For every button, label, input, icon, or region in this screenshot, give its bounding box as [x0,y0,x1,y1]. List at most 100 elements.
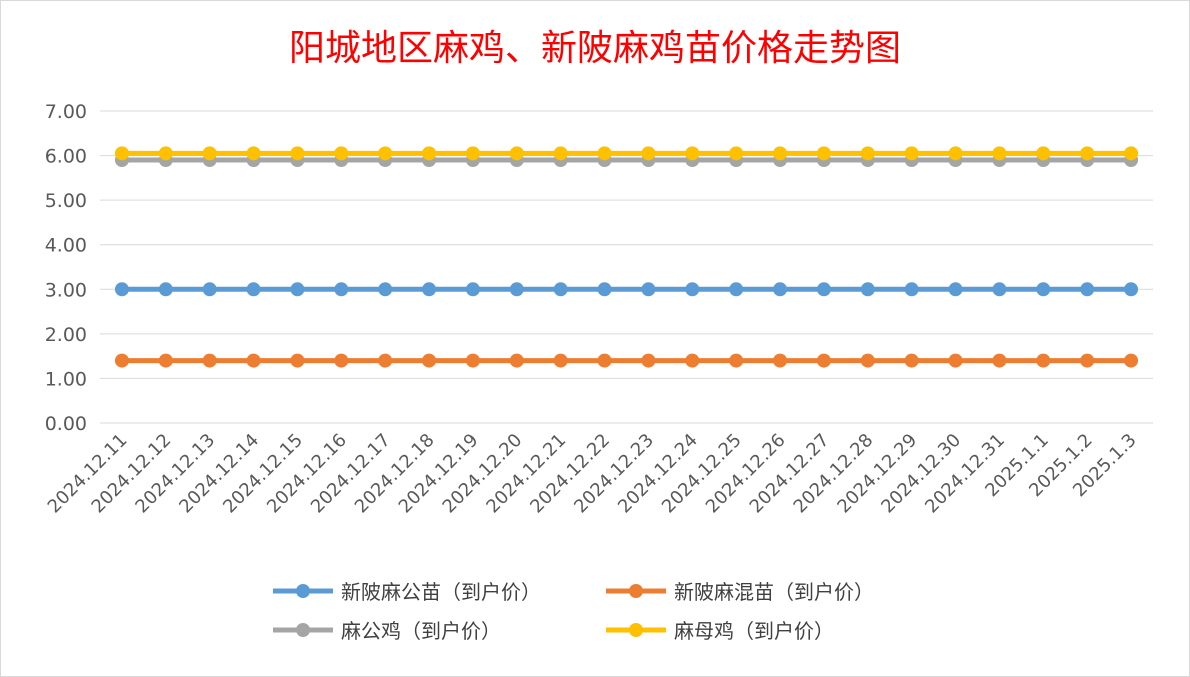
data-point [1080,146,1095,161]
data-point [422,146,437,161]
data-point [816,353,831,368]
data-point [202,353,217,368]
data-point [334,146,349,161]
legend-swatch-marker [296,584,310,598]
data-point [378,282,393,297]
data-point [685,282,700,297]
data-point [158,353,173,368]
data-point [553,282,568,297]
legend-item: 新陂麻混苗（到户价） [606,580,874,604]
data-point [904,146,919,161]
data-point [378,146,393,161]
legend-label: 新陂麻公苗（到户价） [341,580,541,604]
data-point [114,353,129,368]
chart-title: 阳城地区麻鸡、新陂麻鸡苗价格走势图 [289,28,901,69]
y-tick-label: 6.00 [45,146,87,168]
data-point [1080,353,1095,368]
series-0 [114,282,1139,297]
y-tick-label: 3.00 [45,279,87,301]
data-point [114,282,129,297]
data-point [1124,282,1139,297]
data-point [158,146,173,161]
legend-label: 麻公鸡（到户价） [341,619,501,643]
data-point [860,282,875,297]
data-point [685,353,700,368]
y-axis-ticks: 0.00 1.00 2.00 3.00 4.00 5.00 6.00 7.00 [45,101,87,435]
legend-swatch-marker [296,623,310,637]
data-point [1080,282,1095,297]
data-point [641,353,656,368]
y-tick-label: 4.00 [45,235,87,257]
data-point [509,146,524,161]
legend-item: 麻公鸡（到户价） [273,619,501,643]
legend-item: 新陂麻公苗（到户价） [273,580,541,604]
data-point [773,146,788,161]
data-point [202,146,217,161]
x-axis-ticks: 2024.12.112024.12.122024.12.132024.12.14… [44,430,1141,518]
data-point [509,282,524,297]
data-point [860,146,875,161]
data-point [1124,146,1139,161]
data-point [465,282,480,297]
data-point [158,282,173,297]
data-point [992,146,1007,161]
data-point [641,146,656,161]
data-point [1036,282,1051,297]
data-point [597,353,612,368]
data-point [553,353,568,368]
data-point [290,146,305,161]
data-point [246,353,261,368]
data-point [729,146,744,161]
data-point [246,146,261,161]
data-point [948,353,963,368]
data-point [597,282,612,297]
data-point [422,353,437,368]
y-tick-label: 0.00 [45,413,87,435]
data-point [290,353,305,368]
data-point [114,146,129,161]
series-1 [114,353,1139,368]
data-point [904,282,919,297]
y-tick-label: 1.00 [45,368,87,390]
data-point [334,282,349,297]
legend: 新陂麻公苗（到户价） 新陂麻混苗（到户价） 麻公鸡（到户价） 麻母鸡（到户价） [273,580,874,643]
data-point [465,353,480,368]
data-point [685,146,700,161]
data-point [378,353,393,368]
data-point [290,282,305,297]
data-point [641,282,656,297]
data-point [992,282,1007,297]
data-point [509,353,524,368]
data-point [1124,353,1139,368]
data-point [1036,146,1051,161]
data-point [202,282,217,297]
y-tick-label: 7.00 [45,101,87,123]
legend-swatch-marker [629,584,643,598]
y-tick-label: 2.00 [45,324,87,346]
legend-label: 新陂麻混苗（到户价） [674,580,874,604]
data-point [904,353,919,368]
series-3 [114,146,1139,161]
data-point [773,353,788,368]
data-point [246,282,261,297]
data-point [422,282,437,297]
data-point [1036,353,1051,368]
y-tick-label: 5.00 [45,190,87,212]
data-point [816,146,831,161]
legend-label: 麻母鸡（到户价） [674,619,834,643]
legend-swatch-marker [629,623,643,637]
data-point [729,353,744,368]
data-point [334,353,349,368]
data-point [597,146,612,161]
data-point [948,282,963,297]
data-point [465,146,480,161]
data-point [729,282,744,297]
data-point [773,282,788,297]
legend-item: 麻母鸡（到户价） [606,619,834,643]
data-point [553,146,568,161]
data-point [860,353,875,368]
series-group [114,146,1139,368]
data-point [816,282,831,297]
